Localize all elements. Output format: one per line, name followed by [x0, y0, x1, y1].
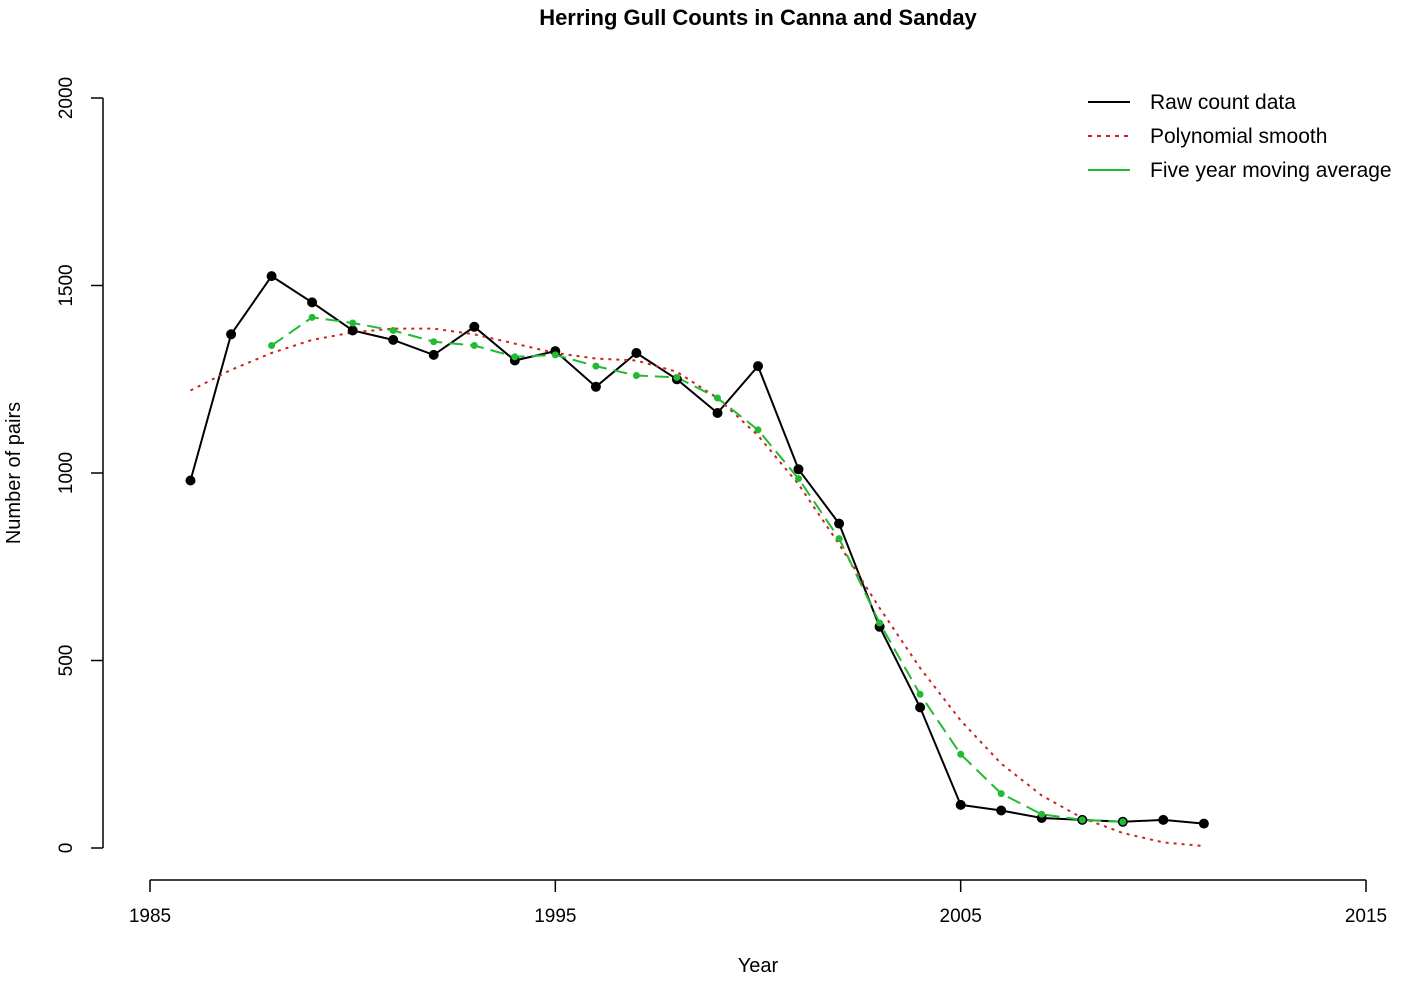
five-year-moving-average-point [551, 351, 559, 359]
five-year-moving-average-point [389, 327, 397, 334]
y-axis-label: Number of pairs [3, 402, 25, 544]
legend-label-polynomial-smooth: Polynomial smooth [1150, 125, 1327, 148]
five-year-moving-average-point [430, 338, 438, 346]
five-year-moving-average-point [673, 373, 681, 381]
raw-count-data-point [712, 408, 723, 418]
five-year-moving-average-point [916, 690, 924, 698]
raw-count-data-point [915, 702, 926, 713]
raw-count-data-point [266, 271, 277, 282]
plot-points [185, 271, 1209, 829]
x-tick-label: 1995 [534, 906, 576, 927]
x-axis: 1985 1995 2005 2015 [129, 879, 1387, 927]
polynomial-smooth-line [190, 327, 1204, 848]
x-tick-label: 2015 [1345, 906, 1387, 927]
five-year-moving-average-point [835, 535, 843, 543]
five-year-moving-average-point [714, 394, 721, 402]
raw-count-data-point [1158, 814, 1169, 825]
five-year-moving-average-point [308, 313, 316, 321]
raw-count-data-point [590, 381, 601, 392]
raw-count-data-point [347, 325, 358, 336]
five-year-moving-average-point [511, 353, 519, 361]
plot-lines [189, 274, 1204, 848]
five-year-moving-average-point [795, 475, 802, 483]
y-tick-label: 1000 [56, 452, 77, 494]
y-tick-label: 500 [56, 645, 77, 677]
raw-count-data-point [753, 361, 763, 372]
raw-count-data-point [307, 297, 318, 308]
raw-count-data-point [428, 349, 439, 360]
raw-count-data-point [631, 348, 642, 358]
legend: Raw count data Polynomial smooth Five year… [1088, 91, 1392, 182]
chart-title: Herring Gull Counts in Canna and Sanday [539, 5, 977, 30]
legend-label-raw-count-data: Raw count data [1150, 91, 1296, 114]
raw-count-data-point [469, 321, 480, 332]
five-year-moving-average-point [997, 790, 1005, 798]
five-year-moving-average-point [632, 372, 640, 379]
five-year-moving-average-point [1119, 818, 1127, 826]
y-axis: 0 500 1000 1500 2000 [56, 77, 104, 854]
x-tick-label: 1985 [129, 906, 171, 927]
raw-count-data-line [189, 274, 1204, 825]
five-year-moving-average-point [1038, 810, 1046, 818]
raw-count-data-point [226, 329, 237, 340]
raw-count-data-point [388, 334, 399, 345]
y-tick-label: 2000 [56, 77, 77, 119]
five-year-moving-average-point [754, 426, 762, 434]
legend-label-five-year-moving-average: Five year moving average [1150, 159, 1392, 182]
five-year-moving-average-point [349, 319, 357, 327]
five-year-moving-average-point [470, 342, 478, 349]
raw-count-data-point [793, 464, 804, 475]
raw-count-data-point [185, 475, 196, 486]
five-year-moving-average-point [592, 362, 600, 370]
y-tick-label: 1500 [56, 264, 77, 306]
raw-count-data-point [834, 518, 845, 529]
raw-count-data-point [955, 799, 966, 810]
y-tick-label: 0 [56, 843, 77, 854]
five-year-moving-average-point [957, 750, 965, 758]
x-tick-label: 2005 [940, 906, 982, 927]
raw-count-data-point [1198, 818, 1209, 829]
five-year-moving-average-line [271, 316, 1123, 823]
five-year-moving-average-point [876, 619, 884, 627]
raw-count-data-point [996, 805, 1007, 816]
x-axis-label: Year [738, 955, 779, 977]
five-year-moving-average-point [1078, 816, 1086, 824]
five-year-moving-average-point [268, 342, 276, 349]
